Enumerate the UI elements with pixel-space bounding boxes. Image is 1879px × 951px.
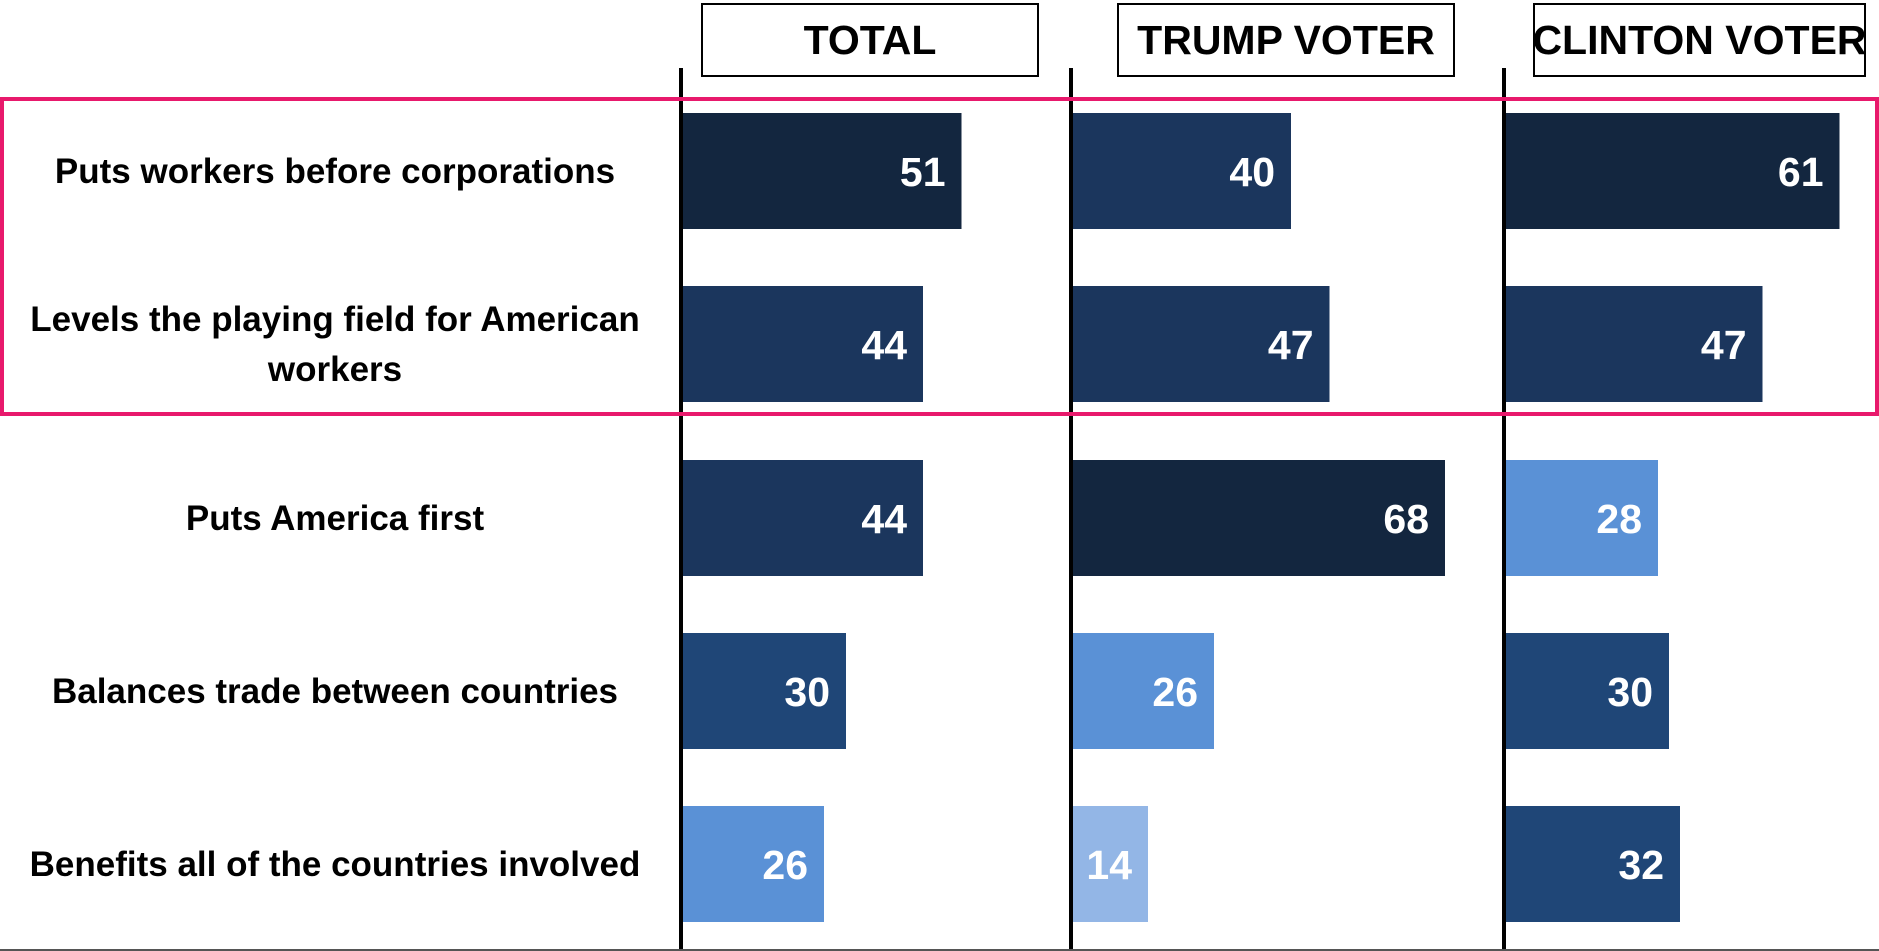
highlight-frame bbox=[0, 97, 1879, 416]
panel-header-box-0 bbox=[701, 3, 1039, 77]
bar-2-2 bbox=[1504, 460, 1658, 576]
bar-2-0 bbox=[1504, 113, 1840, 229]
value-label-1-3: 26 bbox=[1152, 669, 1198, 715]
value-label-2-2: 28 bbox=[1596, 496, 1642, 542]
bar-2-4 bbox=[1504, 806, 1680, 922]
value-label-2-1: 47 bbox=[1701, 322, 1747, 368]
value-label-1-2: 68 bbox=[1383, 496, 1429, 542]
panel-header-2: CLINTON VOTER bbox=[1532, 17, 1866, 63]
value-label-2-3: 30 bbox=[1607, 669, 1653, 715]
bar-1-3 bbox=[1071, 633, 1214, 749]
panel-header-box-1 bbox=[1117, 3, 1455, 77]
bar-1-0 bbox=[1071, 113, 1291, 229]
bar-0-4 bbox=[681, 806, 824, 922]
category-label-1-1: workers bbox=[267, 350, 402, 389]
panel-header-0: TOTAL bbox=[804, 17, 937, 63]
value-label-1-0: 40 bbox=[1229, 149, 1275, 195]
panel-header-box-2 bbox=[1533, 3, 1866, 77]
bar-0-3 bbox=[681, 633, 846, 749]
bar-1-2 bbox=[1071, 460, 1445, 576]
value-label-0-4: 26 bbox=[762, 842, 808, 888]
category-label-1-0: Levels the playing field for American bbox=[30, 300, 639, 339]
panel-header-1: TRUMP VOTER bbox=[1137, 17, 1435, 63]
bar-2-3 bbox=[1504, 633, 1669, 749]
value-label-0-3: 30 bbox=[784, 669, 830, 715]
bar-0-2 bbox=[681, 460, 923, 576]
bar-2-1 bbox=[1504, 286, 1763, 402]
category-label-2: Puts America first bbox=[186, 499, 485, 538]
category-label-0: Puts workers before corporations bbox=[55, 152, 615, 191]
bar-0-0 bbox=[681, 113, 962, 229]
value-label-0-1: 44 bbox=[861, 322, 907, 368]
value-label-2-4: 32 bbox=[1618, 842, 1664, 888]
category-label-4: Benefits all of the countries involved bbox=[30, 845, 641, 884]
bar-1-1 bbox=[1071, 286, 1330, 402]
value-label-0-0: 51 bbox=[900, 149, 946, 195]
bar-0-1 bbox=[681, 286, 923, 402]
value-label-1-4: 14 bbox=[1086, 842, 1132, 888]
bar-1-4 bbox=[1071, 806, 1148, 922]
value-label-0-2: 44 bbox=[861, 496, 907, 542]
category-label-3: Balances trade between countries bbox=[52, 672, 618, 711]
value-label-2-0: 61 bbox=[1778, 149, 1824, 195]
value-label-1-1: 47 bbox=[1268, 322, 1314, 368]
